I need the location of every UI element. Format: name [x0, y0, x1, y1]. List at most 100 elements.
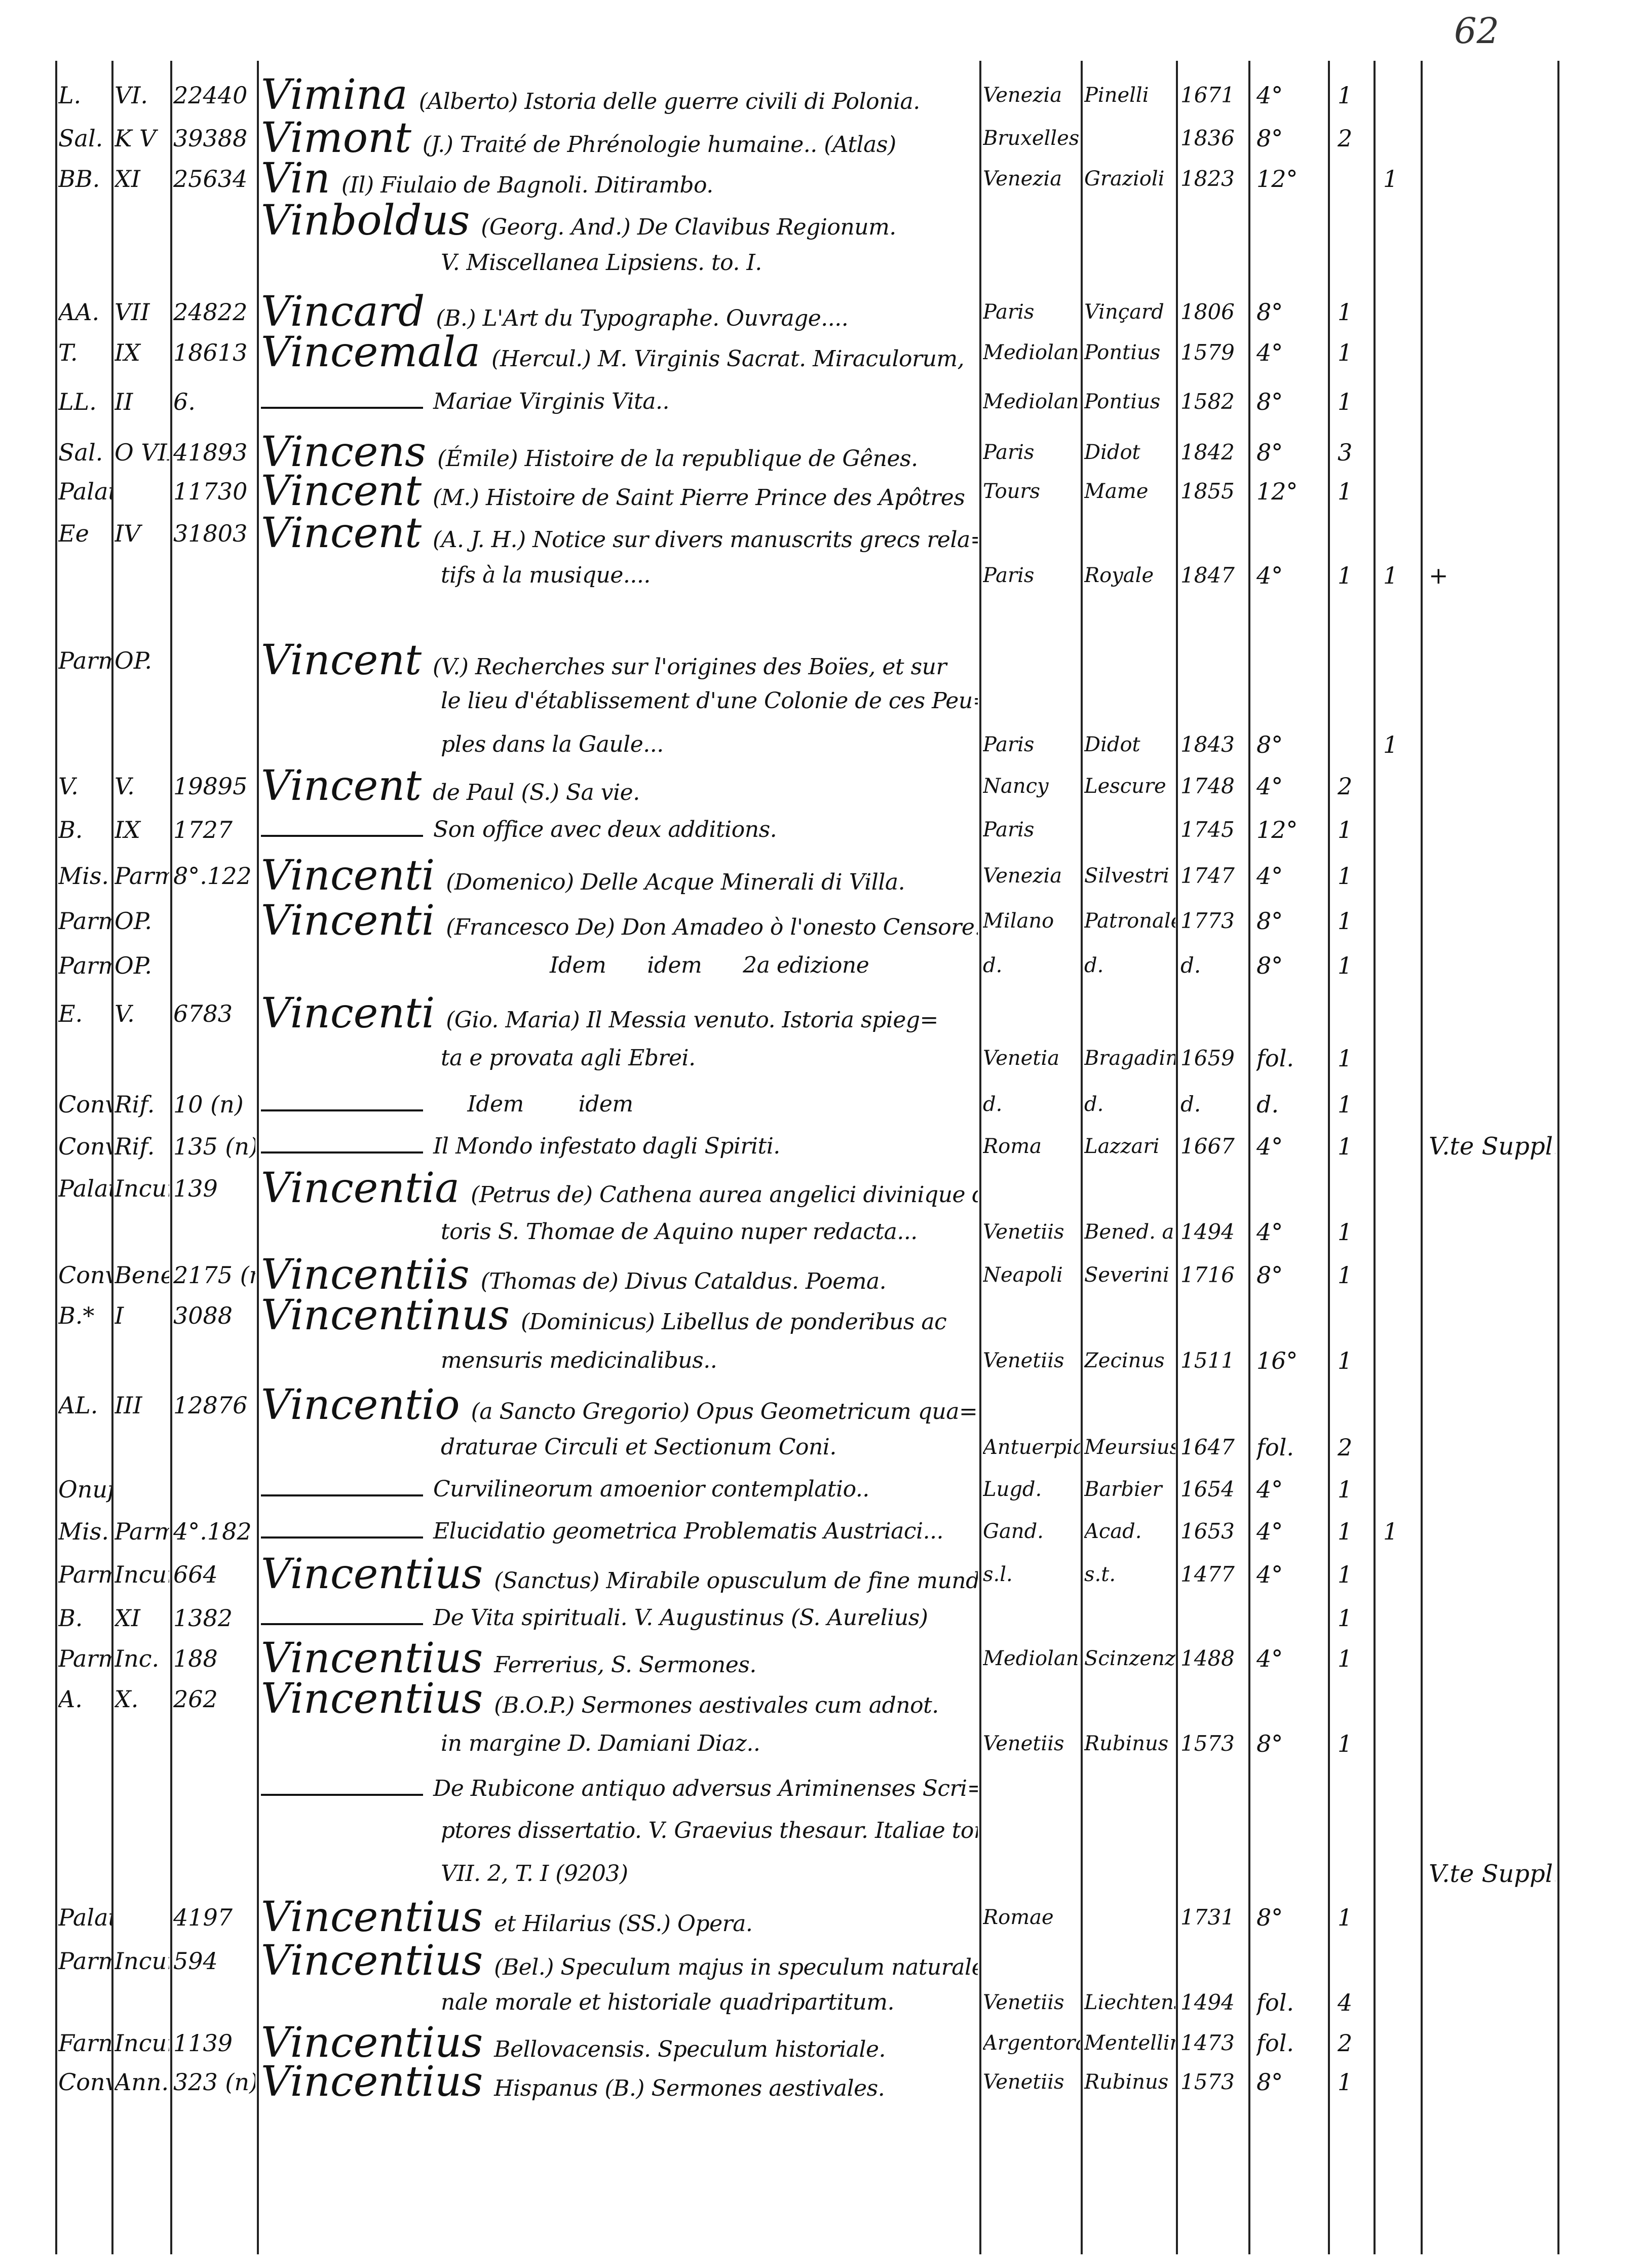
year: 1745 — [1180, 817, 1235, 842]
catalog-entry: Palat. 4197 Vincentius et Hilarius (SS.) Op… — [0, 1895, 1640, 1940]
place-of-printing: Antuerpiae — [983, 1436, 1080, 1459]
catalog-entry: B. IX 1727 Son office avec deux additions. P… — [0, 807, 1640, 853]
case-mark: IV — [115, 519, 141, 547]
catalog-entry: ples dans la Gaule... Paris Didot 1843 8° 1 — [0, 722, 1640, 767]
entry-description: Vincentius Ferrerius, S. Sermones. — [261, 1636, 978, 1681]
year: 1653 — [1180, 1518, 1235, 1544]
catalog-entry: Sal. O VIII41893 Vincens (Émile) Histoire d… — [0, 430, 1640, 475]
ditto-line — [261, 1769, 423, 1796]
entry-description: Curvilineorum amoenior contemplatio.. — [261, 1467, 978, 1512]
shelf-mark: T. — [58, 338, 78, 366]
format: 12° — [1256, 816, 1298, 844]
format: 4° — [1256, 561, 1283, 589]
place-of-printing: Lugd. — [983, 1477, 1042, 1501]
title-text: in margine D. Damiani Diaz.. — [441, 1731, 760, 1757]
shelf-mark: Onuf. — [58, 1475, 111, 1503]
printer: Zecinus — [1084, 1349, 1165, 1372]
entry-description: Vincent de Paul (S.) Sa vie. — [261, 763, 978, 809]
format: 12° — [1256, 165, 1298, 193]
title-text: (Hercul.) M. Virginis Sacrat. Miraculoru… — [491, 345, 965, 372]
catalog-entry: V. V. 19895 Vincent de Paul (S.) Sa vie. Nanc… — [0, 763, 1640, 809]
year: d. — [1180, 953, 1201, 978]
entry-description: Vincemala (Hercul.) M. Virginis Sacrat. M… — [261, 330, 978, 375]
catalog-entry: Parm.Inc. 188 Vincentius Ferrerius, S. Serm… — [0, 1636, 1640, 1681]
entry-description: Vincentius (Sanctus) Mirabile opusculum d… — [261, 1552, 978, 1597]
case-mark: V. — [115, 773, 135, 800]
author-heading: Vincent — [261, 763, 422, 810]
item-number: 31803 — [173, 519, 248, 547]
entry-description: Vincent (A. J. H.) Notice sur divers manu… — [261, 511, 978, 556]
year: 1843 — [1180, 732, 1235, 757]
volumes: 2 — [1338, 1434, 1353, 1462]
year: 1847 — [1180, 562, 1235, 588]
title-text: draturae Circuli et Sectionum Coni. — [441, 1434, 836, 1460]
format: 8° — [1256, 388, 1283, 415]
printer: Didot — [1084, 440, 1140, 464]
shelf-mark: B. — [58, 1604, 83, 1632]
case-mark: XI — [115, 165, 140, 193]
format: 4° — [1256, 338, 1283, 366]
column-rule — [55, 61, 57, 2254]
title-text: ptores dissertatio. V. Graevius thesaur.… — [441, 1817, 978, 1843]
place-of-printing: Paris — [983, 300, 1035, 324]
place-of-printing: Argentorati — [983, 2031, 1080, 2055]
title-text: Bellovacensis. Speculum historiale. — [494, 2036, 886, 2063]
catalog-entry: E. V. 6783 Vincenti (Gio. Maria) Il Messia v… — [0, 991, 1640, 1036]
volumes: 4 — [1338, 1989, 1353, 2017]
entry-description: Vinboldus (Georg. And.) De Clavibus Regio… — [261, 198, 978, 244]
printer: Barbier — [1084, 1477, 1162, 1501]
year: 1654 — [1180, 1476, 1235, 1502]
catalog-entry: Ee IV 31803 Vincent (A. J. H.) Notice sur di… — [0, 511, 1640, 556]
place-of-printing: Milano — [983, 909, 1054, 933]
case-mark: O VIII — [115, 438, 169, 466]
entry-description: VII. 2, T. I (9203) — [261, 1851, 978, 1897]
printer: Lescure — [1084, 775, 1166, 798]
title-text: Idem idem 2a edizione — [550, 952, 869, 979]
format: 12° — [1256, 477, 1298, 505]
case-mark: Incun. — [115, 1947, 169, 1975]
volumes: 1 — [1338, 477, 1353, 505]
title-text: et Hilarius (SS.) Opera. — [494, 1911, 753, 1937]
format: 8° — [1256, 731, 1283, 758]
format: 4° — [1256, 1475, 1283, 1503]
title-text: mensuris medicinalibus.. — [441, 1347, 717, 1373]
entry-description: Vincentio (a Sancto Gregorio) Opus Geomet… — [261, 1382, 978, 1428]
shelf-mark: Parm. — [58, 1644, 111, 1672]
extra-count: 1 — [1383, 1517, 1398, 1545]
format: d. — [1256, 1091, 1279, 1119]
catalog-entry: Parm.Incun.594 Vincentius (Bel.) Speculum … — [0, 1938, 1640, 1984]
entry-description: ptores dissertatio. V. Graevius thesaur.… — [261, 1808, 978, 1854]
volumes: 1 — [1338, 1475, 1353, 1503]
year: 1494 — [1180, 1990, 1235, 2015]
author-heading: Vimont — [261, 116, 411, 162]
volumes: 1 — [1338, 1730, 1353, 1758]
shelf-mark: B.* — [58, 1302, 95, 1330]
volumes: 1 — [1338, 1561, 1353, 1589]
author-heading: Vincentius — [261, 2020, 483, 2066]
printer: d. — [1084, 954, 1104, 978]
shelf-mark: Mis. — [58, 1517, 109, 1545]
printer: s.t. — [1084, 1563, 1116, 1587]
volumes: 1 — [1338, 1347, 1353, 1374]
format: 4° — [1256, 81, 1283, 109]
title-text: (V.) Recherches sur l'origines des Boïes… — [433, 654, 947, 680]
place-of-printing: Paris — [983, 440, 1035, 464]
year: 1667 — [1180, 1134, 1235, 1159]
item-number: 664 — [173, 1561, 218, 1589]
catalog-entry: Vinboldus (Georg. And.) De Clavibus Regio… — [0, 198, 1640, 244]
ditto-line — [261, 1598, 423, 1626]
author-heading: Vincentius — [261, 2059, 483, 2105]
case-mark: K V — [115, 125, 157, 152]
volumes: 1 — [1338, 1604, 1353, 1632]
volumes: 1 — [1338, 2068, 1353, 2096]
case-mark: VII — [115, 298, 150, 326]
catalog-entry: BB. XI 25634 Vin (Il) Fiulaio de Bagnoli. Di… — [0, 156, 1640, 202]
title-text: De Rubicone antiquo adversus Ariminenses… — [433, 1775, 978, 1801]
entry-description: Idem idem — [261, 1082, 978, 1127]
title-text: (Francesco De) Don Amadeo ò l'onesto Cen… — [446, 914, 978, 940]
volumes: 1 — [1338, 1133, 1353, 1161]
shelf-mark: V. — [58, 773, 79, 800]
volumes: 1 — [1338, 862, 1353, 890]
shelf-mark: B. — [58, 816, 83, 844]
title-text: (Georg. And.) De Clavibus Regionum. — [481, 214, 896, 241]
